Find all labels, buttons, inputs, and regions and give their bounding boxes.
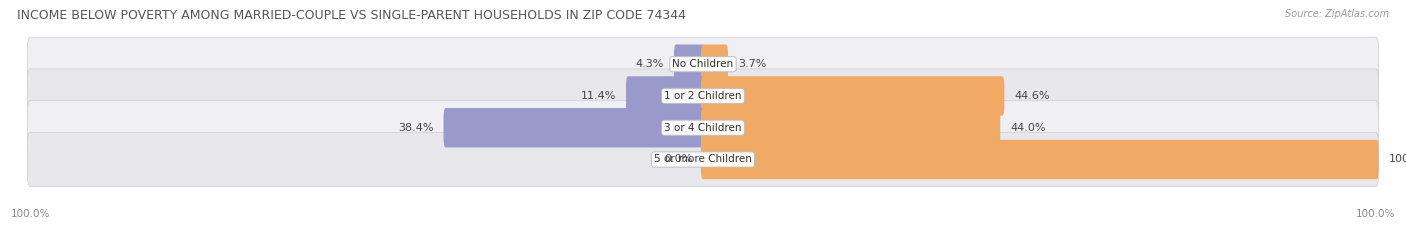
FancyBboxPatch shape (27, 69, 1379, 123)
Legend: Married Couples, Single Parents: Married Couples, Single Parents (589, 230, 817, 233)
Text: 3 or 4 Children: 3 or 4 Children (664, 123, 742, 133)
Text: 100.0%: 100.0% (1389, 154, 1406, 164)
Text: 38.4%: 38.4% (398, 123, 433, 133)
FancyBboxPatch shape (673, 45, 704, 84)
FancyBboxPatch shape (702, 108, 1000, 147)
Text: 44.6%: 44.6% (1015, 91, 1050, 101)
FancyBboxPatch shape (702, 140, 1379, 179)
FancyBboxPatch shape (702, 76, 1004, 116)
FancyBboxPatch shape (702, 45, 728, 84)
FancyBboxPatch shape (443, 108, 704, 147)
FancyBboxPatch shape (27, 101, 1379, 155)
Text: 44.0%: 44.0% (1011, 123, 1046, 133)
FancyBboxPatch shape (626, 76, 704, 116)
Text: 11.4%: 11.4% (581, 91, 616, 101)
Text: 5 or more Children: 5 or more Children (654, 154, 752, 164)
Text: No Children: No Children (672, 59, 734, 69)
Text: 1 or 2 Children: 1 or 2 Children (664, 91, 742, 101)
Text: 100.0%: 100.0% (1355, 209, 1395, 219)
Text: 3.7%: 3.7% (738, 59, 766, 69)
Text: 0.0%: 0.0% (665, 154, 693, 164)
FancyBboxPatch shape (27, 37, 1379, 91)
Text: Source: ZipAtlas.com: Source: ZipAtlas.com (1285, 9, 1389, 19)
Text: 4.3%: 4.3% (636, 59, 664, 69)
Text: INCOME BELOW POVERTY AMONG MARRIED-COUPLE VS SINGLE-PARENT HOUSEHOLDS IN ZIP COD: INCOME BELOW POVERTY AMONG MARRIED-COUPL… (17, 9, 686, 22)
Text: 100.0%: 100.0% (11, 209, 51, 219)
FancyBboxPatch shape (27, 133, 1379, 186)
